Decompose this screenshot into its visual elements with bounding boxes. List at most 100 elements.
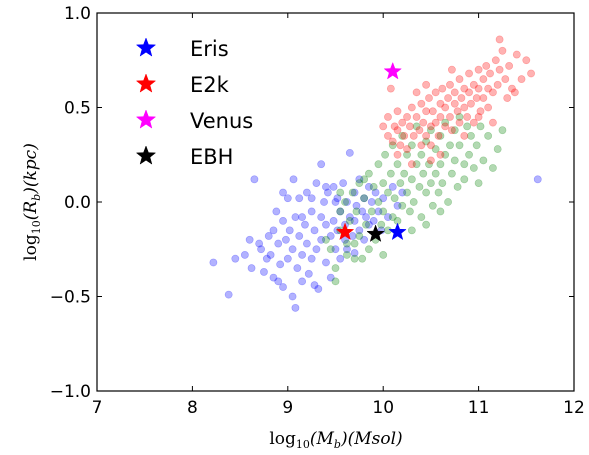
scatter-point (447, 65, 456, 74)
scatter-point (291, 303, 300, 312)
star-marker-venus (383, 61, 402, 80)
scatter-point (388, 182, 397, 191)
scatter-point (441, 103, 450, 112)
scatter-point (508, 84, 516, 93)
scatter-point (431, 118, 440, 127)
scatter-point (240, 251, 249, 259)
scatter-point (283, 254, 292, 263)
scatter-point (407, 141, 416, 150)
scatter-point (362, 213, 370, 222)
scatter-point (331, 198, 340, 206)
scatter-point (322, 258, 330, 267)
scatter-point (436, 131, 445, 140)
scatter-point (503, 94, 512, 102)
scatter-point (469, 164, 478, 172)
scatter-point (367, 198, 376, 206)
scatter-point (322, 220, 330, 229)
scatter-point (339, 179, 348, 187)
scatter-point (393, 107, 402, 116)
scatter-point (407, 103, 416, 112)
scatter-point (450, 88, 459, 97)
scatter-point (407, 226, 416, 235)
scatter-point (431, 88, 440, 97)
scatter-point (450, 99, 459, 108)
scatter-point (426, 179, 435, 187)
scatter-point (412, 113, 421, 121)
scatter-point (417, 99, 426, 108)
scatter-point (331, 264, 340, 273)
scatter-point (360, 194, 369, 203)
scatter-point (355, 175, 364, 184)
scatter-point (384, 213, 392, 222)
scatter-point (295, 232, 304, 240)
scatter-point (343, 251, 351, 259)
scatter-point (317, 235, 326, 244)
scatter-point (285, 226, 294, 235)
scatter-point (415, 126, 424, 135)
scatter-point (336, 254, 345, 263)
scatter-point (479, 94, 488, 102)
scatter-point (298, 213, 307, 222)
scatter-point (326, 245, 335, 254)
scatter-point (438, 179, 447, 187)
scatter-point (307, 194, 316, 203)
scatter-point (400, 131, 409, 140)
scatter-point (255, 239, 264, 248)
scatter-point (465, 150, 473, 159)
star-marker-ebh (366, 224, 385, 242)
scatter-point (350, 249, 359, 257)
scatter-point (491, 56, 500, 65)
scatter-point (266, 251, 275, 259)
scatter-point (436, 99, 445, 108)
scatter-point (403, 113, 411, 121)
legend-label-venus: Venus (190, 109, 253, 133)
scatter-point (283, 194, 292, 203)
scatter-point (426, 141, 435, 150)
scatter-point (279, 283, 287, 291)
scatter-point (460, 131, 469, 140)
y-axis-label: log10(Rb)(kpc) (21, 143, 43, 261)
scatter-point (436, 113, 445, 121)
scatter-point (403, 188, 411, 197)
scatter-point (406, 207, 414, 216)
scatter-point (231, 254, 240, 263)
scatter-point (301, 220, 309, 229)
scatter-point (333, 194, 342, 203)
scatter-point (355, 179, 364, 187)
scatter-point (407, 175, 416, 184)
scatter-point (417, 141, 426, 150)
y-tick-label: −1.0 (50, 382, 91, 402)
legend-label-e2k: E2k (190, 73, 230, 97)
scatter-point (457, 94, 466, 102)
scatter-point (463, 113, 472, 121)
scatter-point (388, 137, 397, 146)
scatter-point (438, 84, 447, 93)
scatter-point (441, 150, 450, 159)
scatter-point (407, 160, 416, 169)
scatter-point (455, 75, 464, 84)
y-axis-label-var-sub: b (30, 194, 43, 201)
scatter-point (279, 216, 287, 225)
scatter-point (403, 150, 411, 159)
y-tick-label: −0.5 (50, 288, 91, 308)
scatter-point (377, 220, 386, 229)
scatter-point (257, 245, 265, 254)
scatter-point (501, 75, 510, 84)
scatter-point (434, 131, 443, 140)
scatter-point (388, 213, 397, 222)
scatter-point (264, 232, 273, 240)
scatter-point (455, 113, 464, 121)
scatter-point (434, 188, 443, 197)
y-axis-label-unit: )(kpc) (21, 143, 41, 195)
y-tick-label: 0.0 (64, 193, 91, 213)
scatter-point (428, 107, 437, 116)
scatter-point (422, 188, 431, 197)
scatter-point (291, 213, 300, 222)
scatter-point (444, 94, 452, 102)
scatter-point (364, 220, 373, 229)
scatter-point (250, 175, 259, 184)
scatter-point (450, 126, 459, 135)
scatter-point (314, 285, 323, 293)
scatter-point (463, 122, 472, 131)
scatter-point (428, 201, 437, 210)
